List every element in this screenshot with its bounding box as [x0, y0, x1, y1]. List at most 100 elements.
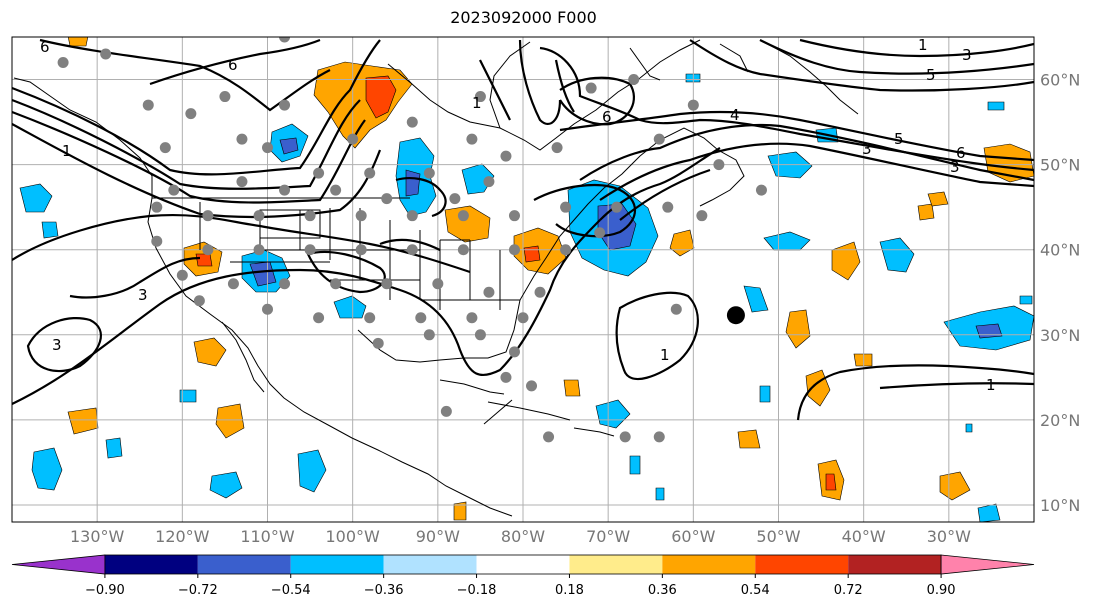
- colorbar-tick-label: −0.18: [457, 583, 497, 598]
- map-area: [12, 37, 1034, 522]
- station-dot: [262, 142, 273, 154]
- contour-label: 1: [660, 346, 670, 364]
- station-dot: [653, 133, 665, 145]
- station-dot: [500, 371, 512, 383]
- station-dot: [219, 91, 231, 103]
- contour-label: 3: [138, 286, 148, 304]
- station-dot: [526, 380, 538, 392]
- station-dot: [500, 150, 512, 162]
- longitude-label: 30°W: [927, 527, 971, 546]
- colorbar-segment: [569, 555, 663, 574]
- station-dot: [457, 244, 469, 256]
- station-dot: [313, 167, 325, 179]
- station-dot: [142, 99, 154, 111]
- storm-center-marker: [726, 306, 745, 325]
- station-dot: [534, 286, 546, 298]
- station-dot: [585, 82, 597, 94]
- station-dot: [372, 337, 384, 349]
- station-dots: [57, 37, 767, 443]
- station-dot: [611, 201, 623, 213]
- contour-label: 4: [730, 106, 740, 124]
- station-dot: [253, 210, 265, 222]
- station-dot: [755, 184, 767, 196]
- station-dot: [440, 405, 452, 417]
- station-dot: [662, 201, 674, 213]
- colorbar-segment: [290, 555, 384, 574]
- colorbar-tick-label: 0.72: [834, 583, 863, 598]
- colorbar-frame: [104, 554, 942, 575]
- latitude-label: 40°N: [1040, 241, 1080, 260]
- colorbar-segment: [197, 555, 291, 574]
- map-title: 2023092000 F000: [450, 8, 597, 27]
- station-dot: [670, 303, 682, 315]
- station-dot: [279, 99, 291, 111]
- colorbar-tick-label: 0.18: [555, 583, 584, 598]
- longitude-labels: 130°W 120°W 110°W 100°W 90°W 80°W 70°W 60°W 50°W…: [70, 527, 971, 546]
- longitude-label: 70°W: [586, 527, 630, 546]
- station-dot: [423, 329, 435, 341]
- station-dot: [415, 312, 427, 324]
- station-dot: [560, 201, 572, 213]
- longitude-label: 120°W: [155, 527, 210, 546]
- contour-label: 6: [956, 144, 966, 162]
- colorbar-arrow-right: [940, 554, 1035, 575]
- station-dot: [381, 278, 393, 290]
- station-dot: [347, 133, 359, 145]
- station-dot: [423, 167, 435, 179]
- colorbar-tick-label: 0.36: [648, 583, 677, 598]
- station-dot: [279, 37, 291, 43]
- contour-label: 1: [918, 36, 928, 54]
- latitude-label: 10°N: [1040, 496, 1080, 515]
- colorbar-segment: [662, 555, 756, 574]
- latitude-labels: 10°N 20°N 30°N 40°N 50°N 60°N: [1040, 71, 1080, 515]
- longitude-label: 80°W: [501, 527, 545, 546]
- contour-label: 3: [950, 158, 960, 176]
- station-dot: [474, 91, 486, 103]
- contour-label: 1: [986, 376, 996, 394]
- colorbar-segment: [383, 555, 477, 574]
- station-dot: [543, 431, 555, 443]
- station-dot: [381, 193, 393, 205]
- station-dot: [653, 431, 665, 443]
- longitude-label: 50°W: [756, 527, 800, 546]
- longitude-label: 60°W: [671, 527, 715, 546]
- station-dot: [227, 278, 239, 290]
- latitude-label: 50°N: [1040, 156, 1080, 175]
- station-dot: [594, 227, 606, 239]
- contour-label: 6: [228, 56, 238, 74]
- station-dot: [432, 278, 444, 290]
- contour-label: 3: [52, 336, 62, 354]
- station-dot: [176, 269, 188, 281]
- contour-label: 6: [40, 38, 50, 56]
- station-dot: [202, 244, 214, 256]
- longitude-label: 40°W: [842, 527, 886, 546]
- colorbar-tick-label: −0.72: [178, 583, 218, 598]
- station-dot: [560, 244, 572, 256]
- colorbar-tick-label: −0.36: [364, 583, 404, 598]
- station-dot: [330, 278, 342, 290]
- anomaly-shading: [19, 37, 1034, 522]
- station-dot: [355, 244, 367, 256]
- station-dot: [279, 184, 291, 196]
- latitude-label: 20°N: [1040, 411, 1080, 430]
- station-dot: [483, 176, 495, 188]
- station-dot: [364, 312, 376, 324]
- station-dot: [313, 312, 325, 324]
- contour-label-group: 6 6 1 6 4 1 3 5 3 3 5 6 1 3 3 1 1: [40, 36, 996, 394]
- colorbar-segment: [476, 555, 570, 574]
- station-dot: [406, 116, 418, 128]
- station-dot: [159, 142, 171, 154]
- station-dot: [466, 312, 478, 324]
- station-dot: [406, 244, 418, 256]
- map-frame: [11, 36, 1035, 523]
- colorbar-tick-label: 0.54: [741, 583, 770, 598]
- station-dot: [236, 176, 248, 188]
- station-dot: [168, 184, 180, 196]
- station-dot: [364, 167, 376, 179]
- station-dot: [483, 286, 495, 298]
- station-dot: [202, 210, 214, 222]
- station-dot: [236, 133, 248, 145]
- station-dot: [508, 346, 520, 358]
- station-dot: [304, 244, 316, 256]
- station-dot: [628, 74, 640, 86]
